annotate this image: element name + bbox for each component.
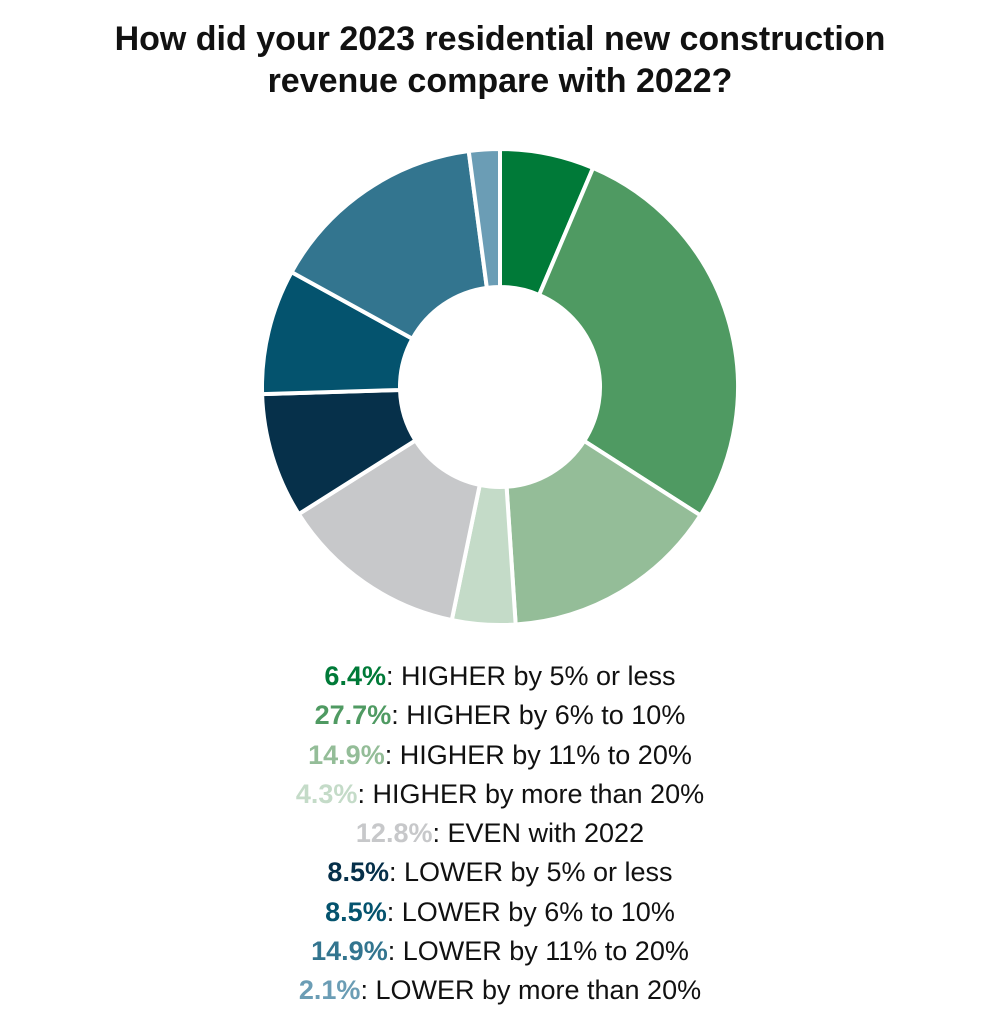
legend-item: 14.9%: LOWER by 11% to 20% xyxy=(0,932,1000,971)
legend-value: 8.5% xyxy=(327,857,389,888)
legend-item: 8.5%: LOWER by 5% or less xyxy=(0,853,1000,892)
legend-label: EVEN with 2022 xyxy=(447,818,645,849)
donut-slice xyxy=(504,438,703,627)
legend-value: 2.1% xyxy=(298,975,361,1006)
legend-label: HIGHER by more than 20% xyxy=(372,778,705,809)
legend-item: 2.1%: LOWER by more than 20% xyxy=(0,971,1000,1010)
legend-value: 12.8% xyxy=(355,818,433,849)
legend-item: 14.9%: HIGHER by 11% to 20% xyxy=(0,736,1000,775)
legend-value: 14.9% xyxy=(311,936,388,967)
legend-value: 8.5% xyxy=(325,896,387,927)
legend-label: LOWER by 11% to 20% xyxy=(402,936,689,967)
legend-label: HIGHER by 6% to 10% xyxy=(406,700,686,731)
legend-item: 27.7%: HIGHER by 6% to 10% xyxy=(0,696,1000,735)
donut-slice xyxy=(296,438,482,623)
chart-title-line-1: How did your 2023 residential new constr… xyxy=(114,20,886,58)
legend-separator: : xyxy=(432,818,448,849)
legend-item: 4.3%: HIGHER by more than 20% xyxy=(0,775,1000,814)
legend-separator: : xyxy=(385,661,401,691)
legend-separator: : xyxy=(357,778,373,809)
legend-separator: : xyxy=(388,857,404,888)
legend-item: 6.4%: HIGHER by 5% or less xyxy=(0,657,1000,696)
donut-slice xyxy=(537,165,740,518)
legend-value: 27.7% xyxy=(314,700,392,731)
chart-title: How did your 2023 residential new constr… xyxy=(0,18,1000,102)
legend-separator: : xyxy=(391,700,407,731)
legend-separator: : xyxy=(386,896,402,927)
legend-value: 14.9% xyxy=(308,739,385,770)
legend-label: HIGHER by 11% to 20% xyxy=(399,739,692,770)
legend-separator: : xyxy=(360,975,376,1006)
legend-label: LOWER by more than 20% xyxy=(375,975,702,1006)
legend-value: 6.4% xyxy=(324,661,386,691)
donut-chart xyxy=(260,147,740,627)
legend-label: LOWER by 5% or less xyxy=(403,857,673,888)
legend-item: 8.5%: LOWER by 6% to 10% xyxy=(0,893,1000,932)
donut-slice xyxy=(466,147,502,290)
legend-value: 4.3% xyxy=(295,778,358,809)
chart-title-line-2: revenue compare with 2022? xyxy=(267,62,733,100)
legend-separator: : xyxy=(387,936,403,967)
legend-label: LOWER by 6% to 10% xyxy=(401,896,675,927)
legend-separator: : xyxy=(384,739,400,770)
legend-item: 12.8%: EVEN with 2022 xyxy=(0,814,1000,853)
donut-slice xyxy=(289,149,489,341)
legend: 6.4%: HIGHER by 5% or less 27.7%: HIGHER … xyxy=(0,657,1000,1011)
legend-label: HIGHER by 5% or less xyxy=(400,661,676,691)
